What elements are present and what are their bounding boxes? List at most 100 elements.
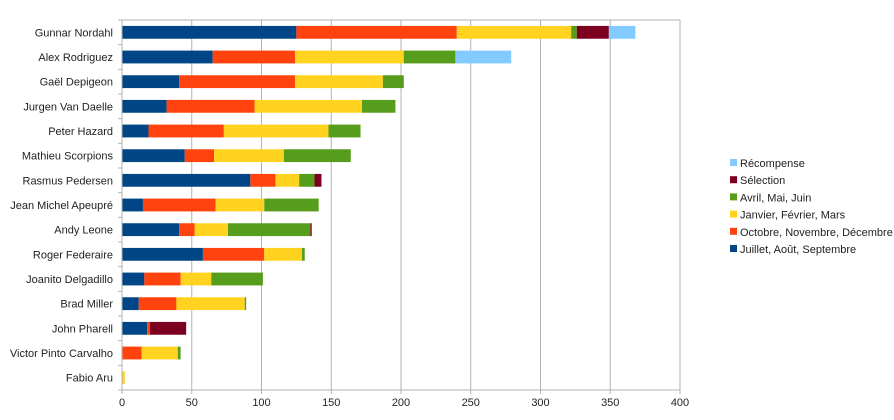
bar-segment [166, 99, 255, 113]
bar-segment [122, 149, 185, 163]
category-label: Roger Federaire [33, 249, 113, 261]
category-label: Gaël Depigeon [40, 77, 113, 89]
bar-segment [122, 50, 213, 64]
category-label: Mathieu Scorpions [22, 151, 114, 163]
bar-segment [142, 198, 216, 212]
bar-segment [180, 272, 212, 286]
legend-swatch [730, 193, 737, 201]
x-tick-label: 0 [119, 397, 125, 409]
bar-segment [214, 149, 284, 163]
axes [118, 19, 681, 394]
bar-segment [179, 75, 295, 89]
legend-swatch [730, 159, 737, 166]
bar-segment [122, 346, 142, 360]
bar-segment [147, 321, 150, 335]
bar-segment [122, 321, 148, 335]
bar-segment [212, 50, 295, 64]
bar-segment [184, 149, 215, 163]
bar-segment [310, 223, 312, 237]
bar-segment [144, 272, 181, 286]
bar-segment [122, 247, 203, 261]
x-tick-label: 350 [601, 397, 619, 409]
bar-segment [228, 223, 311, 237]
bar-segment [122, 124, 149, 138]
bar-segment [122, 297, 139, 311]
x-tick-label: 150 [322, 397, 340, 409]
bar-segment [275, 173, 300, 187]
category-label: Andy Leone [54, 225, 113, 237]
legend-label: Sélection [740, 175, 785, 187]
legend-swatch [730, 176, 737, 184]
bar-segment [299, 173, 315, 187]
legend-swatch [730, 227, 737, 235]
bar-segment [149, 321, 187, 335]
bar-segment [456, 25, 572, 39]
bar-segment [215, 198, 265, 212]
category-label: Gunnar Nordahl [35, 27, 113, 39]
category-label: Alex Rodriguez [38, 52, 113, 64]
x-tick-label: 400 [671, 397, 689, 409]
legend-label: Récompense [740, 158, 805, 170]
bar-segment [138, 297, 177, 311]
bar-segment [122, 223, 180, 237]
bar-segment [328, 124, 361, 138]
x-tick-labels: 0 50 100 150 200 250 300 350 400 [119, 397, 689, 409]
legend: Récompense Sélection Avril, Mai, Juin Janvi… [730, 158, 893, 256]
category-label: Victor Pinto Carvalho [10, 348, 113, 360]
bar-segment [254, 99, 362, 113]
legend-swatch [730, 245, 737, 252]
bar-segment [202, 247, 265, 261]
legend-label: Juillet, Août, Septembre [740, 244, 856, 256]
bar-segment [361, 99, 396, 113]
bar-segment [294, 75, 383, 89]
bar-segment [122, 272, 145, 286]
category-label: Jurgen Van Daelle [23, 101, 113, 113]
bar-segment [177, 346, 181, 360]
bar-segment [176, 297, 245, 311]
bar-segment [250, 173, 276, 187]
bar-segment [194, 223, 229, 237]
x-tick-label: 200 [392, 397, 410, 409]
bar-segment [608, 25, 636, 39]
bar-segment [211, 272, 263, 286]
category-label: Joanito Delgadillo [26, 274, 113, 286]
bar-segment [122, 371, 125, 385]
bar-segment [244, 297, 247, 311]
bar-segment [141, 346, 178, 360]
bar-segment [382, 75, 404, 89]
category-label: Brad Miller [60, 299, 113, 311]
bar-segment [122, 173, 251, 187]
legend-label: Avril, Mai, Juin [740, 192, 811, 204]
bar-segment [179, 223, 195, 237]
bar-segment [455, 50, 512, 64]
bar-segment [122, 75, 180, 89]
legend-label: Janvier, Février, Mars [740, 210, 846, 222]
bar-segment [148, 124, 224, 138]
x-tick-label: 300 [531, 397, 549, 409]
bar-segment [122, 99, 167, 113]
bar-segment [301, 247, 305, 261]
bar-segment [122, 198, 143, 212]
legend-swatch [730, 210, 737, 218]
category-label: Fabio Aru [66, 373, 113, 385]
legend-label: Octobre, Novembre, Décembre [740, 227, 893, 239]
bar-segment [576, 25, 609, 39]
bar-segment [283, 149, 351, 163]
bar-segment [314, 173, 322, 187]
bar-segment [296, 25, 457, 39]
bar-segment [294, 50, 404, 64]
x-tick-label: 50 [186, 397, 198, 409]
x-tick-label: 250 [462, 397, 480, 409]
bar-segment [403, 50, 456, 64]
bar-segment [223, 124, 329, 138]
bar-segment [571, 25, 577, 39]
bar-segment [264, 198, 319, 212]
category-label: Peter Hazard [48, 126, 113, 138]
bar-segment [264, 247, 302, 261]
category-label: Jean Michel Apeupré [10, 200, 113, 212]
bar-segments [122, 25, 636, 385]
bar-segment [122, 25, 297, 39]
x-tick-label: 100 [252, 397, 270, 409]
category-label: Rasmus Pedersen [23, 175, 114, 187]
